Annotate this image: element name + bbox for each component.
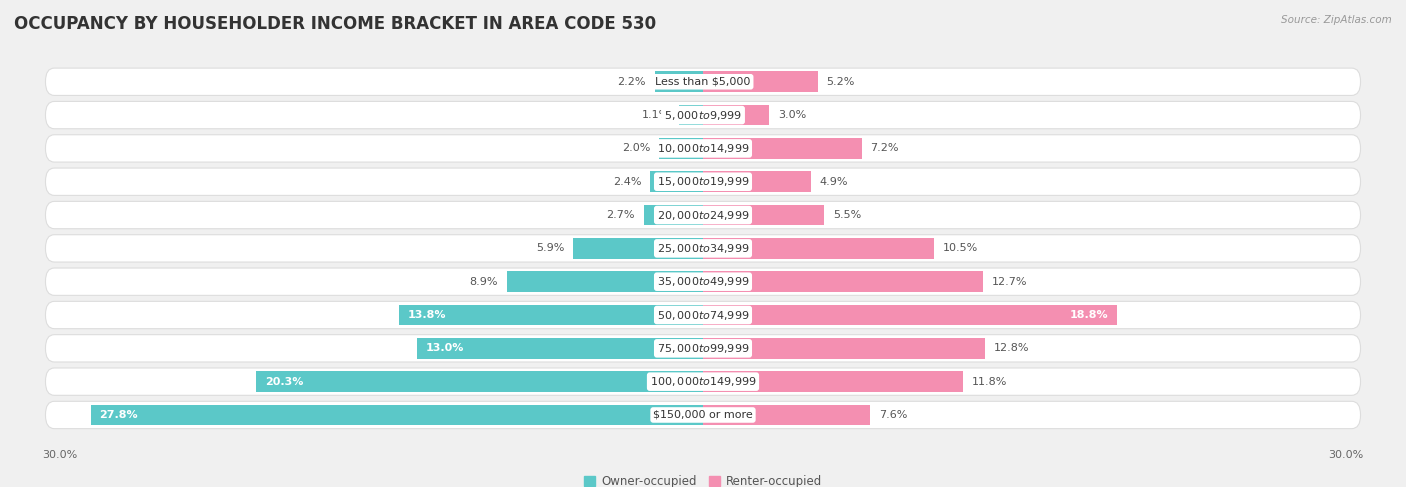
Text: 30.0%: 30.0% xyxy=(1329,450,1364,460)
Bar xyxy=(703,105,769,126)
FancyBboxPatch shape xyxy=(45,368,1361,395)
Bar xyxy=(703,305,1118,325)
Bar xyxy=(703,138,862,159)
FancyBboxPatch shape xyxy=(45,68,1361,95)
FancyBboxPatch shape xyxy=(45,301,1361,329)
Text: $75,000 to $99,999: $75,000 to $99,999 xyxy=(657,342,749,355)
Text: 3.0%: 3.0% xyxy=(778,110,806,120)
Bar xyxy=(416,338,703,358)
Bar xyxy=(574,238,703,259)
Text: $35,000 to $49,999: $35,000 to $49,999 xyxy=(657,275,749,288)
FancyBboxPatch shape xyxy=(45,401,1361,429)
Text: 11.8%: 11.8% xyxy=(972,376,1007,387)
Text: 7.2%: 7.2% xyxy=(870,143,898,153)
Bar xyxy=(659,138,703,159)
Text: $15,000 to $19,999: $15,000 to $19,999 xyxy=(657,175,749,188)
Text: 12.8%: 12.8% xyxy=(994,343,1029,354)
Text: 27.8%: 27.8% xyxy=(100,410,138,420)
Bar xyxy=(703,271,983,292)
Text: $20,000 to $24,999: $20,000 to $24,999 xyxy=(657,208,749,222)
Bar xyxy=(703,338,986,358)
Bar xyxy=(679,105,703,126)
Bar xyxy=(703,371,963,392)
Text: $100,000 to $149,999: $100,000 to $149,999 xyxy=(650,375,756,388)
Text: OCCUPANCY BY HOUSEHOLDER INCOME BRACKET IN AREA CODE 530: OCCUPANCY BY HOUSEHOLDER INCOME BRACKET … xyxy=(14,15,657,33)
Bar xyxy=(703,405,870,425)
FancyBboxPatch shape xyxy=(45,268,1361,295)
Text: 12.7%: 12.7% xyxy=(991,277,1026,287)
Bar xyxy=(703,171,811,192)
Text: $50,000 to $74,999: $50,000 to $74,999 xyxy=(657,308,749,321)
Bar xyxy=(399,305,703,325)
Text: $25,000 to $34,999: $25,000 to $34,999 xyxy=(657,242,749,255)
FancyBboxPatch shape xyxy=(45,101,1361,129)
Bar xyxy=(655,72,703,92)
FancyBboxPatch shape xyxy=(45,335,1361,362)
Text: 2.7%: 2.7% xyxy=(606,210,634,220)
Text: 13.0%: 13.0% xyxy=(426,343,464,354)
Text: Less than $5,000: Less than $5,000 xyxy=(655,77,751,87)
FancyBboxPatch shape xyxy=(45,135,1361,162)
Bar xyxy=(650,171,703,192)
Bar xyxy=(703,238,934,259)
Text: 2.2%: 2.2% xyxy=(617,77,645,87)
Text: $10,000 to $14,999: $10,000 to $14,999 xyxy=(657,142,749,155)
Text: 13.8%: 13.8% xyxy=(408,310,446,320)
FancyBboxPatch shape xyxy=(45,168,1361,195)
FancyBboxPatch shape xyxy=(45,235,1361,262)
Text: 2.0%: 2.0% xyxy=(621,143,650,153)
Text: 1.1%: 1.1% xyxy=(641,110,669,120)
Text: 30.0%: 30.0% xyxy=(42,450,77,460)
Text: 20.3%: 20.3% xyxy=(264,376,304,387)
Text: 8.9%: 8.9% xyxy=(470,277,498,287)
Bar xyxy=(644,205,703,225)
Text: 10.5%: 10.5% xyxy=(943,244,979,253)
Text: 2.4%: 2.4% xyxy=(613,177,641,187)
Text: 18.8%: 18.8% xyxy=(1070,310,1108,320)
Text: 5.2%: 5.2% xyxy=(827,77,855,87)
Text: 5.9%: 5.9% xyxy=(536,244,564,253)
Text: 5.5%: 5.5% xyxy=(832,210,862,220)
Legend: Owner-occupied, Renter-occupied: Owner-occupied, Renter-occupied xyxy=(579,471,827,487)
Text: $5,000 to $9,999: $5,000 to $9,999 xyxy=(664,109,742,122)
Text: $150,000 or more: $150,000 or more xyxy=(654,410,752,420)
Bar xyxy=(256,371,703,392)
Text: 7.6%: 7.6% xyxy=(879,410,908,420)
Bar xyxy=(703,205,824,225)
Bar xyxy=(508,271,703,292)
Text: 4.9%: 4.9% xyxy=(820,177,848,187)
Bar xyxy=(90,405,703,425)
Bar xyxy=(703,72,817,92)
FancyBboxPatch shape xyxy=(45,202,1361,229)
Text: Source: ZipAtlas.com: Source: ZipAtlas.com xyxy=(1281,15,1392,25)
